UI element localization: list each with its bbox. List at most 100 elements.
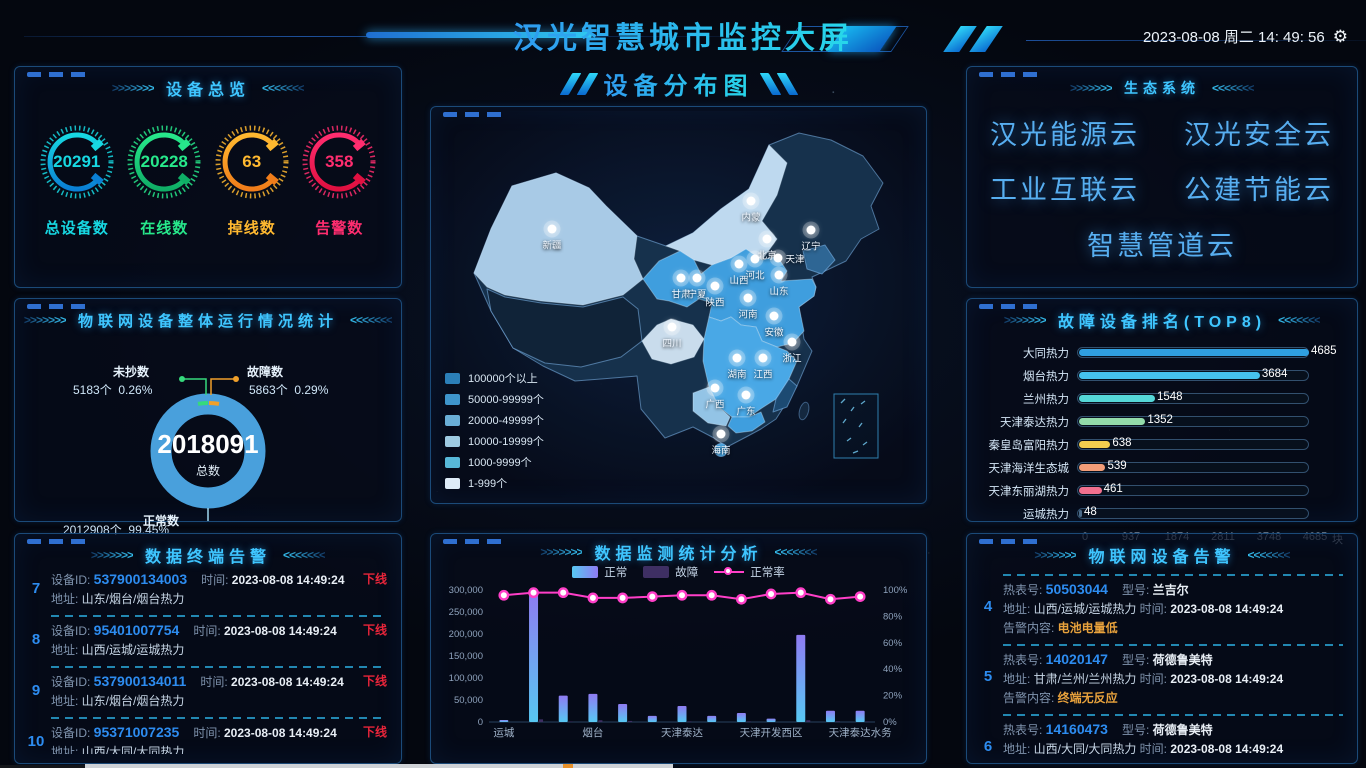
alarm-content-label: 告警内容: xyxy=(1003,691,1058,705)
map-marker-内蒙[interactable]: 内蒙 xyxy=(741,196,761,224)
svg-text:天津泰达水务: 天津泰达水务 xyxy=(829,726,892,739)
legend-rate: 正常率 xyxy=(714,564,785,580)
panel-corner-decoration xyxy=(443,539,505,544)
marker-dot-icon xyxy=(774,270,784,280)
marker-label: 四川 xyxy=(662,338,682,350)
gauge-label: 告警数 xyxy=(315,220,364,237)
ranking-bar xyxy=(1079,464,1106,471)
map-marker-宁夏[interactable]: 宁夏 xyxy=(687,273,707,301)
map-legend-item: 1-999个 xyxy=(445,475,544,491)
ecosystem-link-公建节能云[interactable]: 公建节能云 xyxy=(1184,175,1334,206)
marker-dot-icon xyxy=(769,311,779,321)
legend-label: 正常率 xyxy=(750,567,785,579)
donut-label-fault: 故障数 xyxy=(247,365,284,379)
ecosystem-row: 工业互联云 公建节能云 xyxy=(967,168,1357,207)
marker-label: 宁夏 xyxy=(687,289,707,301)
row-divider xyxy=(51,717,387,719)
panel-ecosystem: >>>>>>> 生态系统 <<<<<<< 汉光能源云 汉光安全云 工业互联云 公建节能… xyxy=(966,66,1358,288)
row-line-2: 地址: 山西/运城/运城热力 xyxy=(51,641,387,660)
address-value: 山西/运城/运城热力 xyxy=(1033,602,1137,616)
row-line-2: 地址: 山西/大同/大同热力 时间: 2023-08-08 14:49:24 xyxy=(1003,740,1343,754)
map-marker-广东[interactable]: 广东 xyxy=(736,390,756,418)
datetime-text: 2023-08-08 周二 14: 49: 56 xyxy=(1142,29,1325,46)
ranking-track: 1352 xyxy=(1077,414,1309,427)
address-label: 地址: xyxy=(51,694,82,708)
map-marker-北京[interactable]: 北京 xyxy=(757,234,777,262)
map-marker-新疆[interactable]: 新疆 xyxy=(542,224,562,252)
marker-dot-icon xyxy=(773,253,783,263)
svg-text:100%: 100% xyxy=(883,585,908,596)
ranking-label: 烟台热力 xyxy=(1023,370,1069,383)
time-label: 时间: xyxy=(1136,602,1171,616)
map-marker-陕西[interactable]: 陕西 xyxy=(705,281,725,309)
map-marker-广西[interactable]: 广西 xyxy=(705,383,725,411)
map-marker-四川[interactable]: 四川 xyxy=(662,322,682,350)
terminal-alarm-row[interactable]: 7 设备ID: 537900134003 时间: 2023-08-08 14:49:… xyxy=(21,570,387,609)
svg-text:60%: 60% xyxy=(883,638,903,649)
address-value: 山东/烟台/烟台热力 xyxy=(81,694,185,708)
taskbar-sliver[interactable] xyxy=(85,764,673,768)
ecosystem-link-汉光能源云[interactable]: 汉光能源云 xyxy=(990,120,1140,151)
marker-label: 广西 xyxy=(705,399,725,411)
map-marker-湖南[interactable]: 湖南 xyxy=(727,353,747,381)
device-id-value: 95371007235 xyxy=(93,724,180,740)
legend-swatch xyxy=(445,372,460,384)
map-marker-海南[interactable]: 海南 xyxy=(711,429,731,457)
map-marker-山东[interactable]: 山东 xyxy=(769,270,789,298)
legend-label: 100000个以上 xyxy=(468,373,538,385)
map-legend-item: 50000-99999个 xyxy=(445,391,544,407)
meter-label: 热表号: xyxy=(1003,723,1046,737)
address-value: 山西/大同/大同热力 xyxy=(81,745,185,754)
ecosystem-link-工业互联云[interactable]: 工业互联云 xyxy=(990,175,1140,206)
model-label: 型号: xyxy=(1121,583,1153,597)
map-title: 设备分布图 xyxy=(604,66,754,101)
map-marker-江西[interactable]: 江西 xyxy=(753,353,773,381)
row-body: 设备ID: 95371007235 时间: 2023-08-08 14:49:24… xyxy=(51,723,387,754)
status-offline-badge: 下线 xyxy=(362,725,387,739)
map-marker-天津[interactable]: 天津 xyxy=(773,253,805,266)
fault-ranking-bars: 大同热力 4685 烟台热力 3684 兰州热力 1548 天津泰达热力 1352 秦皇岛富阳热… xyxy=(967,333,1357,525)
svg-text:运城: 运城 xyxy=(493,727,514,739)
map-legend-item: 1000-9999个 xyxy=(445,454,544,470)
row-index: 7 xyxy=(31,580,41,597)
ecosystem-link-汉光安全云[interactable]: 汉光安全云 xyxy=(1184,120,1334,151)
model-value: 荷德鲁美特 xyxy=(1152,723,1213,737)
ranking-row-5: 秦皇岛富阳热力 638 xyxy=(977,433,1341,456)
gauge-label: 掉线数 xyxy=(227,220,276,237)
map-marker-辽宁[interactable]: 辽宁 xyxy=(801,225,821,253)
time-label: 时间: xyxy=(201,573,232,587)
terminal-alarm-row[interactable]: 9 设备ID: 537900134011 时间: 2023-08-08 14:49:… xyxy=(21,672,387,711)
map-marker-浙江[interactable]: 浙江 xyxy=(782,337,802,365)
iot-alarm-row[interactable]: 4 热表号: 50503044 型号: 兰吉尔 地址: 山西/运城/运城热力 时间: … xyxy=(973,580,1343,638)
row-body: 热表号: 14160473 型号: 荷德鲁美特 地址: 山西/大同/大同热力 时间:… xyxy=(1003,720,1343,754)
meter-value: 14160473 xyxy=(1045,721,1108,737)
ranking-track: 3684 xyxy=(1077,368,1309,381)
terminal-alarm-row[interactable]: 8 设备ID: 95401007754 时间: 2023-08-08 14:49:2… xyxy=(21,621,387,660)
iot-alarm-row[interactable]: 6 热表号: 14160473 型号: 荷德鲁美特 地址: 山西/大同/大同热力 时间… xyxy=(973,720,1343,754)
iot-alarm-row[interactable]: 5 热表号: 14020147 型号: 荷德鲁美特 地址: 甘肃/兰州/兰州热力 时间… xyxy=(973,650,1343,708)
gear-icon[interactable]: ⚙ xyxy=(1332,26,1348,46)
ranking-label: 大同热力 xyxy=(1023,347,1069,360)
meter-value: 50503044 xyxy=(1045,581,1108,597)
time-value: 2023-08-08 14:49:24 xyxy=(231,675,344,689)
row-line-2: 地址: 山东/烟台/烟台热力 xyxy=(51,692,387,711)
panel-corner-decoration xyxy=(27,539,89,544)
gauge-label: 总设备数 xyxy=(44,220,109,237)
marker-label: 广东 xyxy=(736,406,756,418)
legend-swatch xyxy=(445,435,460,447)
ecosystem-link-智慧管道云[interactable]: 智慧管道云 xyxy=(1087,230,1237,261)
gauge-value: 63 xyxy=(242,152,262,171)
terminal-alarm-row[interactable]: 10 设备ID: 95371007235 时间: 2023-08-08 14:49:… xyxy=(21,723,387,754)
ranking-value: 48 xyxy=(1084,506,1097,518)
map-marker-甘肃[interactable]: 甘肃 xyxy=(671,273,691,301)
panel-corner-decoration xyxy=(27,72,89,77)
map-marker-河北[interactable]: 河北 xyxy=(745,254,765,282)
marker-dot-icon xyxy=(710,383,720,393)
map-marker-山西[interactable]: 山西 xyxy=(729,259,749,287)
device-id-label: 设备ID: xyxy=(51,573,94,587)
marker-label: 内蒙 xyxy=(741,212,761,224)
marker-dot-icon xyxy=(667,322,677,332)
ranking-track: 461 xyxy=(1077,483,1309,496)
map-marker-河南[interactable]: 河南 xyxy=(738,293,758,321)
map-marker-安徽[interactable]: 安徽 xyxy=(764,311,784,339)
